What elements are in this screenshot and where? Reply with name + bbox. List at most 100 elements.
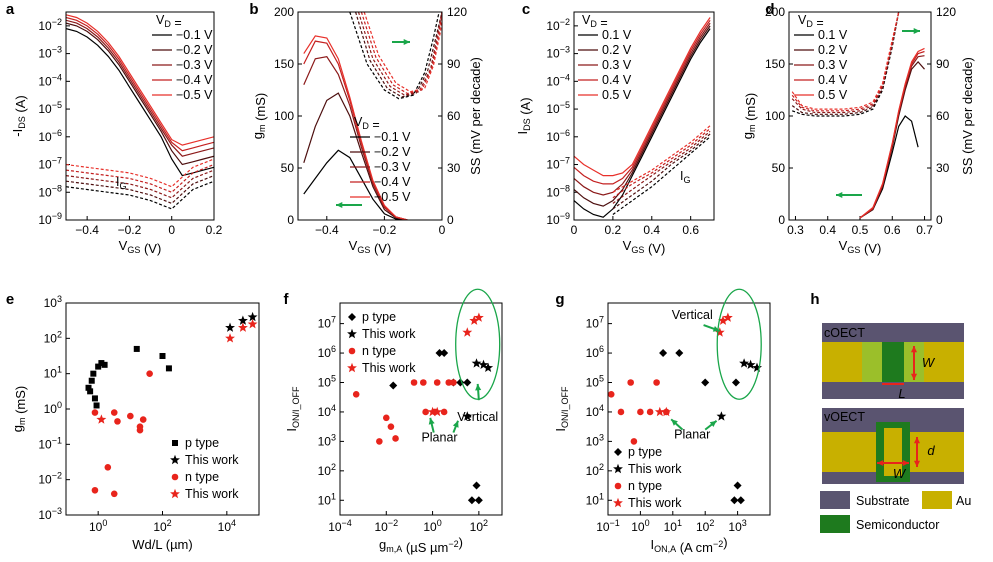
y-tick-label: 10−3 bbox=[546, 45, 570, 61]
data-point bbox=[478, 359, 489, 369]
panel-f: f 107 106 105 104 103 102 101 10−4 10−2 100 102 gm,A… bbox=[284, 288, 503, 555]
legend-item: −0.5 V bbox=[176, 88, 213, 102]
data-point bbox=[450, 379, 457, 386]
legend-item: p type bbox=[185, 436, 219, 450]
coect-semiconductor bbox=[882, 342, 904, 382]
data-point bbox=[473, 312, 484, 322]
data-point bbox=[469, 315, 480, 325]
plot-frame bbox=[297, 11, 443, 221]
x-tick-label: −0.4 bbox=[75, 223, 99, 237]
legend-marker bbox=[347, 362, 357, 373]
series-line bbox=[66, 28, 214, 177]
voect-w-arrow-left-head bbox=[877, 459, 884, 467]
gm-line bbox=[303, 149, 408, 220]
plot-frame bbox=[65, 11, 215, 221]
x-axis-label: VGS (V) bbox=[119, 238, 162, 256]
vertical-arrow-head bbox=[475, 383, 482, 391]
plot-frame bbox=[607, 302, 771, 516]
x-tick-label: 10−2 bbox=[374, 518, 398, 534]
data-point bbox=[718, 315, 728, 325]
y-tick-label: 106 bbox=[318, 344, 336, 360]
y-tick-label: 150 bbox=[765, 57, 785, 71]
legend-item: 0.5 V bbox=[602, 88, 632, 102]
legend-marker bbox=[348, 313, 356, 321]
data-point bbox=[653, 379, 660, 386]
data-point bbox=[675, 349, 684, 358]
x-axis-label: VGS (V) bbox=[839, 238, 882, 256]
y-tick-label: 107 bbox=[586, 315, 604, 331]
annotation-ig: IG bbox=[116, 175, 127, 191]
y-tick-label: 10−3 bbox=[38, 45, 62, 61]
x-tick-label: 0.4 bbox=[819, 223, 836, 237]
axis-arrow-head bbox=[913, 27, 920, 35]
y-tick-label: 102 bbox=[318, 462, 336, 478]
data-point bbox=[483, 362, 494, 372]
legend-marker bbox=[170, 488, 180, 499]
y-tick-label: 10−4 bbox=[546, 72, 570, 88]
y-axis-label: gm (mS) bbox=[10, 386, 28, 433]
data-point bbox=[420, 379, 427, 386]
y-tick-label: 50 bbox=[772, 161, 786, 175]
legend-semiconductor: Semiconductor bbox=[856, 518, 939, 532]
x-axis-label: Wd/L (µm) bbox=[132, 537, 192, 552]
legend-semiconductor-swatch bbox=[820, 515, 850, 533]
data-point bbox=[752, 362, 762, 372]
y-tick-label: 10−7 bbox=[38, 156, 62, 172]
data-point bbox=[95, 363, 102, 370]
legend-item: This work bbox=[185, 453, 239, 467]
data-point bbox=[88, 377, 95, 384]
x-tick-label: 100 bbox=[423, 518, 441, 534]
data-point bbox=[91, 486, 99, 494]
y2-axis-label: SS (mV per decade) bbox=[960, 57, 975, 175]
x-tick-label: 0.7 bbox=[916, 223, 933, 237]
gate-line bbox=[612, 125, 711, 193]
ss-line bbox=[791, 12, 900, 110]
data-point bbox=[701, 378, 710, 387]
panel-letter-b: b bbox=[249, 1, 258, 18]
legend-item: −0.1 V bbox=[374, 130, 411, 144]
legend-title: VD = bbox=[798, 13, 824, 30]
data-point bbox=[382, 414, 390, 422]
coect-overlap-left bbox=[862, 342, 882, 382]
annotation-vertical: Vertical bbox=[457, 410, 498, 424]
legend-item: −0.2 V bbox=[176, 43, 213, 57]
coect-w-arrow-down-head bbox=[910, 373, 918, 380]
panel-b: b 0 50 100 150 200 0 30 60 90 120 −0.4 −0.2 0 VGS (V) g… bbox=[249, 1, 483, 256]
legend-item: −0.1 V bbox=[176, 28, 213, 42]
axis-arrow-head bbox=[403, 38, 410, 46]
data-point bbox=[225, 333, 235, 343]
data-point bbox=[427, 406, 438, 417]
y2-tick-label: 60 bbox=[447, 109, 461, 123]
legend-item: n type bbox=[185, 470, 219, 484]
legend-marker bbox=[171, 473, 179, 481]
x-tick-label: 102 bbox=[153, 518, 171, 534]
legend-marker bbox=[172, 440, 178, 446]
data-point bbox=[731, 378, 740, 387]
data-point bbox=[617, 408, 625, 416]
legend-item: 0.1 V bbox=[602, 28, 632, 42]
data-point bbox=[225, 322, 235, 332]
series-line bbox=[574, 17, 711, 177]
x-tick-label: −0.4 bbox=[315, 223, 339, 237]
y-axis-label: gm (mS) bbox=[250, 93, 268, 140]
legend-au-swatch bbox=[922, 491, 952, 509]
data-point bbox=[462, 411, 473, 421]
y-axis-label: -IDS (A) bbox=[10, 95, 28, 136]
legend-substrate-swatch bbox=[820, 491, 850, 509]
legend-item: −0.4 V bbox=[176, 73, 213, 87]
y-axis-label: ION/I_OFF bbox=[553, 386, 570, 432]
data-point bbox=[627, 379, 634, 386]
y-tick-label: 10−9 bbox=[38, 211, 62, 227]
legend-au: Au bbox=[956, 494, 971, 508]
data-point bbox=[440, 349, 449, 358]
y-tick-label: 107 bbox=[318, 315, 336, 331]
data-point bbox=[661, 406, 672, 417]
y-tick-label: 10−6 bbox=[546, 128, 570, 144]
panel-letter-f: f bbox=[284, 291, 290, 308]
x-tick-label: 102 bbox=[696, 518, 714, 534]
y-tick-label: 100 bbox=[765, 109, 785, 123]
x-tick-label: 0.5 bbox=[852, 223, 869, 237]
data-point bbox=[607, 390, 615, 398]
y-tick-label: 10−2 bbox=[38, 17, 62, 33]
y2-tick-label: 60 bbox=[936, 109, 950, 123]
